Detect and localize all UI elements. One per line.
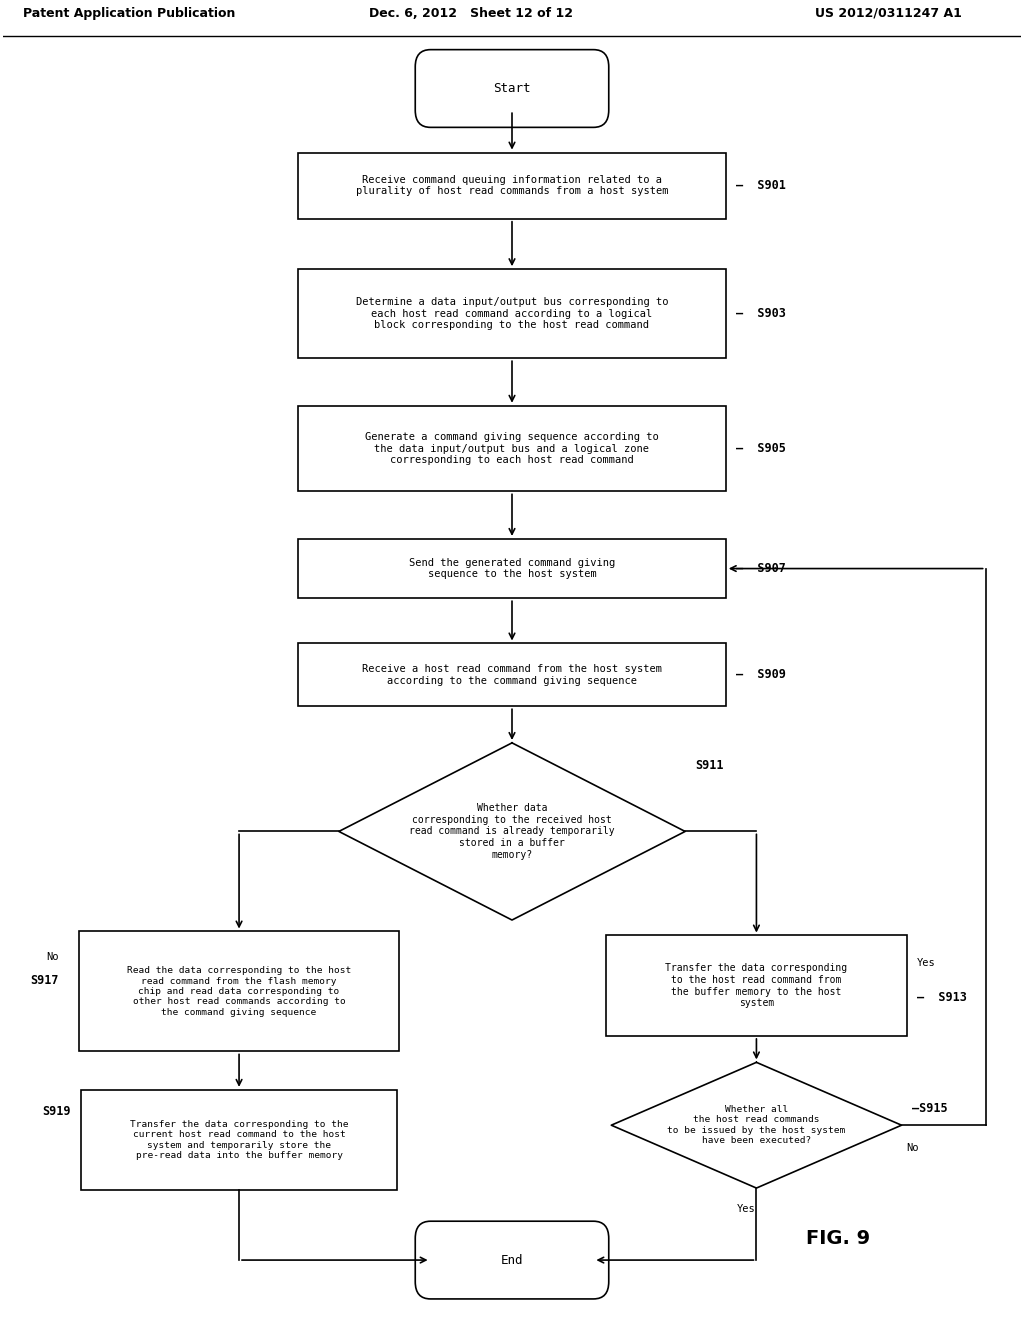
Text: —S915: —S915 [911, 1102, 947, 1114]
FancyBboxPatch shape [416, 50, 608, 127]
FancyBboxPatch shape [298, 405, 726, 491]
Text: Yes: Yes [916, 958, 936, 968]
Text: Receive command queuing information related to a
plurality of host read commands: Receive command queuing information rela… [355, 174, 669, 197]
Text: Transfer the data corresponding to the
current host read command to the host
sys: Transfer the data corresponding to the c… [130, 1119, 348, 1160]
Text: —  S907: — S907 [736, 562, 786, 576]
FancyBboxPatch shape [416, 1221, 608, 1299]
Text: Determine a data input/output bus corresponding to
each host read command accord: Determine a data input/output bus corres… [355, 297, 669, 330]
Text: FIG. 9: FIG. 9 [806, 1229, 870, 1247]
Text: S919: S919 [43, 1105, 71, 1118]
Text: Generate a command giving sequence according to
the data input/output bus and a : Generate a command giving sequence accor… [366, 432, 658, 465]
Text: Start: Start [494, 82, 530, 95]
Text: —  S903: — S903 [736, 308, 786, 321]
Text: —  S901: — S901 [736, 180, 786, 193]
FancyBboxPatch shape [606, 936, 906, 1036]
Text: US 2012/0311247 A1: US 2012/0311247 A1 [815, 7, 963, 20]
Text: Receive a host read command from the host system
according to the command giving: Receive a host read command from the hos… [362, 664, 662, 685]
FancyBboxPatch shape [298, 269, 726, 358]
Text: S917: S917 [30, 974, 58, 986]
Text: —  S905: — S905 [736, 442, 786, 455]
FancyBboxPatch shape [298, 539, 726, 598]
Text: Dec. 6, 2012   Sheet 12 of 12: Dec. 6, 2012 Sheet 12 of 12 [370, 7, 573, 20]
Text: —  S909: — S909 [736, 668, 786, 681]
Text: —  S913: — S913 [916, 991, 967, 1003]
Text: Send the generated command giving
sequence to the host system: Send the generated command giving sequen… [409, 558, 615, 579]
Text: S911: S911 [695, 759, 724, 772]
FancyBboxPatch shape [298, 153, 726, 219]
Text: No: No [46, 952, 58, 962]
Polygon shape [339, 743, 685, 920]
FancyBboxPatch shape [79, 932, 399, 1052]
Text: Transfer the data corresponding
to the host read command from
the buffer memory : Transfer the data corresponding to the h… [666, 964, 848, 1008]
Text: Whether all
the host read commands
to be issued by the host system
have been exe: Whether all the host read commands to be… [668, 1105, 846, 1146]
Text: Read the data corresponding to the host
read command from the flash memory
chip : Read the data corresponding to the host … [127, 966, 351, 1016]
Text: No: No [906, 1143, 920, 1154]
Text: Patent Application Publication: Patent Application Publication [24, 7, 236, 20]
Polygon shape [611, 1063, 901, 1188]
FancyBboxPatch shape [81, 1090, 397, 1191]
Text: Whether data
corresponding to the received host
read command is already temporar: Whether data corresponding to the receiv… [410, 804, 614, 859]
FancyBboxPatch shape [298, 643, 726, 706]
Text: Yes: Yes [737, 1204, 756, 1213]
Text: End: End [501, 1254, 523, 1267]
